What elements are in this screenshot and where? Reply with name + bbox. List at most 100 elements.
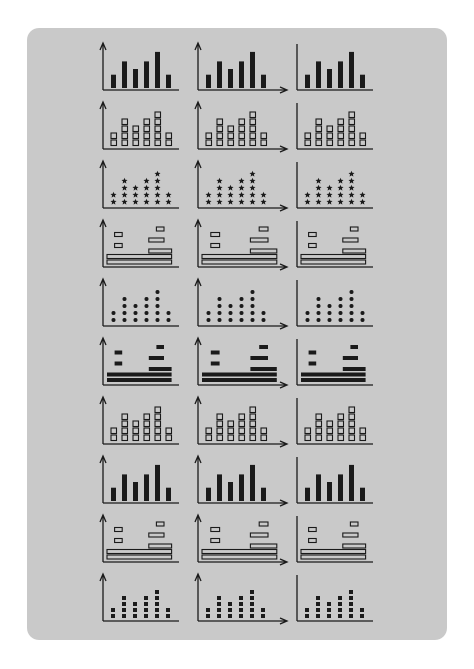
icon-bar — [155, 51, 160, 88]
icon-square — [261, 608, 265, 612]
icon-square — [239, 608, 243, 612]
icon-square — [348, 125, 356, 133]
star — [348, 191, 355, 198]
arrow-head — [99, 395, 107, 405]
icon-square — [326, 125, 334, 133]
icon-square — [348, 118, 356, 126]
icon-hbar — [308, 526, 317, 533]
icon-bar — [166, 487, 171, 501]
icon-dot — [360, 318, 365, 322]
icon-square — [315, 132, 323, 140]
icon-square — [217, 614, 221, 618]
icon-square — [315, 139, 323, 147]
icon-square — [205, 132, 213, 140]
icon-bar — [360, 74, 365, 88]
icon-hbar — [249, 237, 269, 243]
icon-square — [316, 602, 320, 606]
icon-bar — [250, 464, 255, 501]
icon-square — [143, 420, 151, 428]
icon-square — [260, 139, 268, 147]
icon-hbar — [114, 242, 123, 249]
panel — [27, 28, 447, 640]
star — [154, 198, 161, 205]
icon-square — [327, 608, 331, 612]
icon-dot — [122, 297, 127, 301]
icon-square — [304, 139, 312, 147]
star — [337, 198, 344, 205]
arrow-head — [194, 159, 202, 169]
icon-hbar — [210, 361, 220, 366]
icon-square — [155, 614, 159, 618]
icon-hbar — [148, 237, 165, 243]
icon-bar — [261, 487, 266, 501]
icon-hbar — [155, 521, 165, 527]
icon-dot — [338, 311, 343, 315]
icon-square — [228, 614, 232, 618]
arrow-head — [99, 159, 107, 169]
icon-dot — [228, 304, 233, 308]
icon-square — [315, 434, 323, 442]
arrow-head — [279, 499, 289, 507]
star — [304, 198, 311, 205]
icon-dot — [228, 318, 233, 322]
star — [121, 198, 128, 205]
icon-square — [217, 602, 221, 606]
icon-dot — [155, 311, 160, 315]
star — [121, 177, 128, 184]
icon-hbar — [210, 231, 221, 238]
star — [132, 191, 139, 198]
icon-hbar — [308, 242, 317, 249]
icon-square — [132, 420, 140, 428]
icon-square — [121, 125, 129, 133]
icon-hbar — [249, 248, 278, 254]
icon-square — [155, 602, 159, 606]
icon-square — [337, 132, 345, 140]
star — [348, 170, 355, 177]
icon-bar — [305, 74, 310, 88]
icon-square — [121, 118, 129, 126]
icon-square — [165, 434, 173, 442]
icon-hbar — [259, 345, 268, 349]
icon-square — [326, 434, 334, 442]
icon-square — [132, 427, 140, 435]
icon-square — [154, 125, 162, 133]
icon-square — [144, 602, 148, 606]
icon-square — [216, 434, 224, 442]
icon-square — [238, 420, 246, 428]
icon-dot — [305, 311, 310, 315]
star — [154, 170, 161, 177]
star — [304, 191, 311, 198]
icon-square — [143, 139, 151, 147]
icon-square — [154, 427, 162, 435]
icon-square — [155, 590, 159, 594]
icon-square — [250, 608, 254, 612]
icon-square — [249, 125, 257, 133]
icon-hbar — [301, 372, 366, 377]
icon-dot — [349, 290, 354, 294]
icon-bar — [250, 51, 255, 88]
icon-dot — [360, 311, 365, 315]
icon-square — [348, 434, 356, 442]
icon-hbar — [308, 350, 317, 355]
star — [132, 198, 139, 205]
star — [121, 191, 128, 198]
icon-square — [227, 434, 235, 442]
icon-square — [360, 608, 364, 612]
icon-square — [143, 413, 151, 421]
icon-square — [348, 139, 356, 147]
star — [326, 191, 333, 198]
icon-dot — [111, 318, 116, 322]
icon-square — [110, 132, 118, 140]
icon-square — [359, 139, 367, 147]
icon-square — [337, 118, 345, 126]
icon-dot — [155, 290, 160, 294]
arrow-head — [194, 277, 202, 287]
star — [315, 191, 322, 198]
star — [165, 198, 172, 205]
icon-square — [326, 427, 334, 435]
arrow-head — [194, 395, 202, 405]
icon-dot — [144, 311, 149, 315]
icon-dot — [250, 297, 255, 301]
icon-dot — [250, 304, 255, 308]
icon-square — [359, 427, 367, 435]
